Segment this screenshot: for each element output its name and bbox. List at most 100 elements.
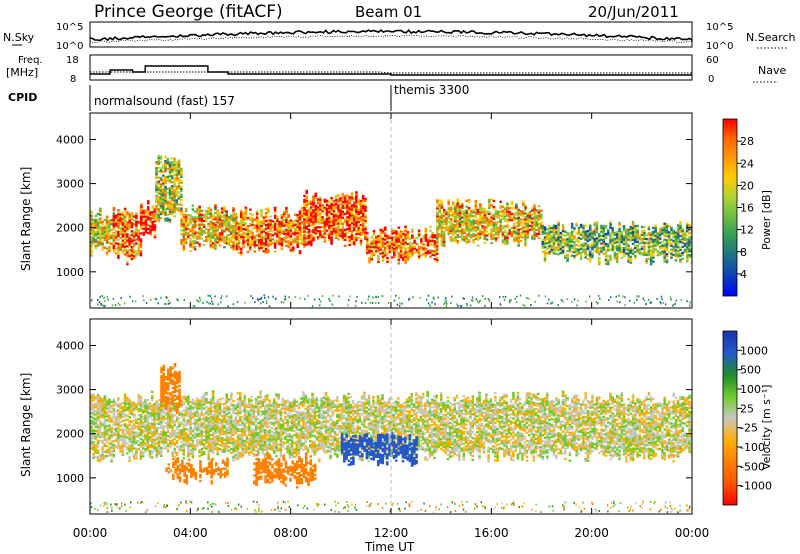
data-cell [631, 226, 635, 230]
data-cell [512, 230, 516, 233]
data-cell [393, 239, 396, 243]
data-cell [159, 438, 163, 442]
data-cell [214, 204, 217, 207]
data-cell [126, 263, 129, 266]
data-cell [579, 245, 583, 248]
data-cell [606, 229, 610, 232]
data-cell [140, 207, 143, 210]
data-cell [135, 419, 138, 422]
data-cell [663, 248, 666, 251]
data-cell [512, 224, 516, 227]
data-cell [171, 196, 174, 200]
data-cell [390, 246, 394, 249]
data-cell [262, 238, 266, 241]
data-cell [137, 402, 140, 405]
data-cell [282, 222, 286, 226]
data-cell [595, 223, 599, 226]
data-cell [298, 226, 302, 229]
data-cell [321, 229, 324, 233]
data-cell [96, 441, 100, 444]
data-cell [112, 206, 116, 210]
data-cell [132, 257, 136, 260]
data-cell [314, 208, 318, 211]
data-cell [229, 232, 233, 235]
data-cell [159, 216, 163, 220]
data-cell [503, 235, 507, 238]
data-cell [579, 253, 583, 256]
data-cell [119, 414, 122, 418]
data-cell [144, 404, 147, 407]
data-cell [162, 429, 165, 432]
data-cell [103, 236, 107, 240]
data-cell [139, 455, 143, 459]
data-cell [294, 229, 297, 232]
data-cell [638, 242, 642, 245]
data-cell [474, 204, 478, 207]
data-cell [618, 223, 621, 227]
data-cell [399, 230, 403, 233]
data-cell [242, 239, 245, 243]
data-cell [519, 231, 523, 235]
data-cell [257, 299, 260, 302]
data-cell [205, 210, 208, 213]
data-cell [519, 221, 523, 225]
data-cell [132, 231, 136, 234]
data-cell [688, 236, 691, 239]
data-cell [555, 248, 558, 252]
data-cell [395, 246, 398, 249]
data-cell [273, 250, 277, 253]
data-cell [341, 196, 345, 200]
data-cell [146, 426, 149, 430]
data-cell [305, 195, 309, 199]
data-cell [541, 240, 545, 244]
data-cell [561, 227, 565, 231]
data-cell [164, 195, 167, 199]
data-cell [334, 214, 338, 218]
data-cell [180, 193, 183, 196]
data-cell [155, 422, 159, 425]
data-cell [280, 220, 284, 223]
data-cell [196, 219, 199, 222]
data-cell [379, 232, 383, 235]
data-cell [517, 218, 520, 221]
data-cell [688, 244, 691, 247]
data-cell [110, 444, 113, 447]
data-cell [359, 205, 363, 209]
data-cell [313, 298, 316, 301]
data-cell [145, 302, 148, 305]
data-cell [130, 450, 134, 453]
data-cell [296, 245, 299, 248]
data-cell [103, 401, 107, 404]
data-cell [273, 232, 277, 235]
data-cell [159, 189, 163, 192]
data-cell [142, 231, 145, 234]
data-cell [92, 238, 95, 241]
data-cell [591, 230, 594, 233]
data-cell [622, 254, 626, 258]
data-cell [325, 233, 329, 236]
data-cell [402, 242, 405, 246]
data-cell [262, 246, 266, 249]
data-cell [341, 212, 345, 215]
data-cell [114, 419, 118, 422]
data-cell [543, 260, 547, 263]
data-cell [220, 231, 224, 234]
data-cell [253, 218, 257, 221]
data-cell [676, 226, 680, 229]
data-cell [357, 236, 360, 239]
data-cell [112, 226, 116, 230]
data-cell [189, 228, 192, 231]
data-cell [305, 217, 309, 220]
data-cell [663, 256, 666, 259]
data-cell [573, 256, 576, 260]
data-cell [146, 216, 150, 219]
data-cell [164, 175, 167, 179]
data-cell [137, 426, 140, 429]
data-cell [153, 416, 156, 420]
data-cell [490, 232, 493, 235]
data-cell [517, 224, 520, 227]
data-cell [264, 219, 268, 223]
data-cell [153, 234, 157, 237]
data-cell [123, 245, 127, 248]
data-cell [334, 196, 338, 200]
